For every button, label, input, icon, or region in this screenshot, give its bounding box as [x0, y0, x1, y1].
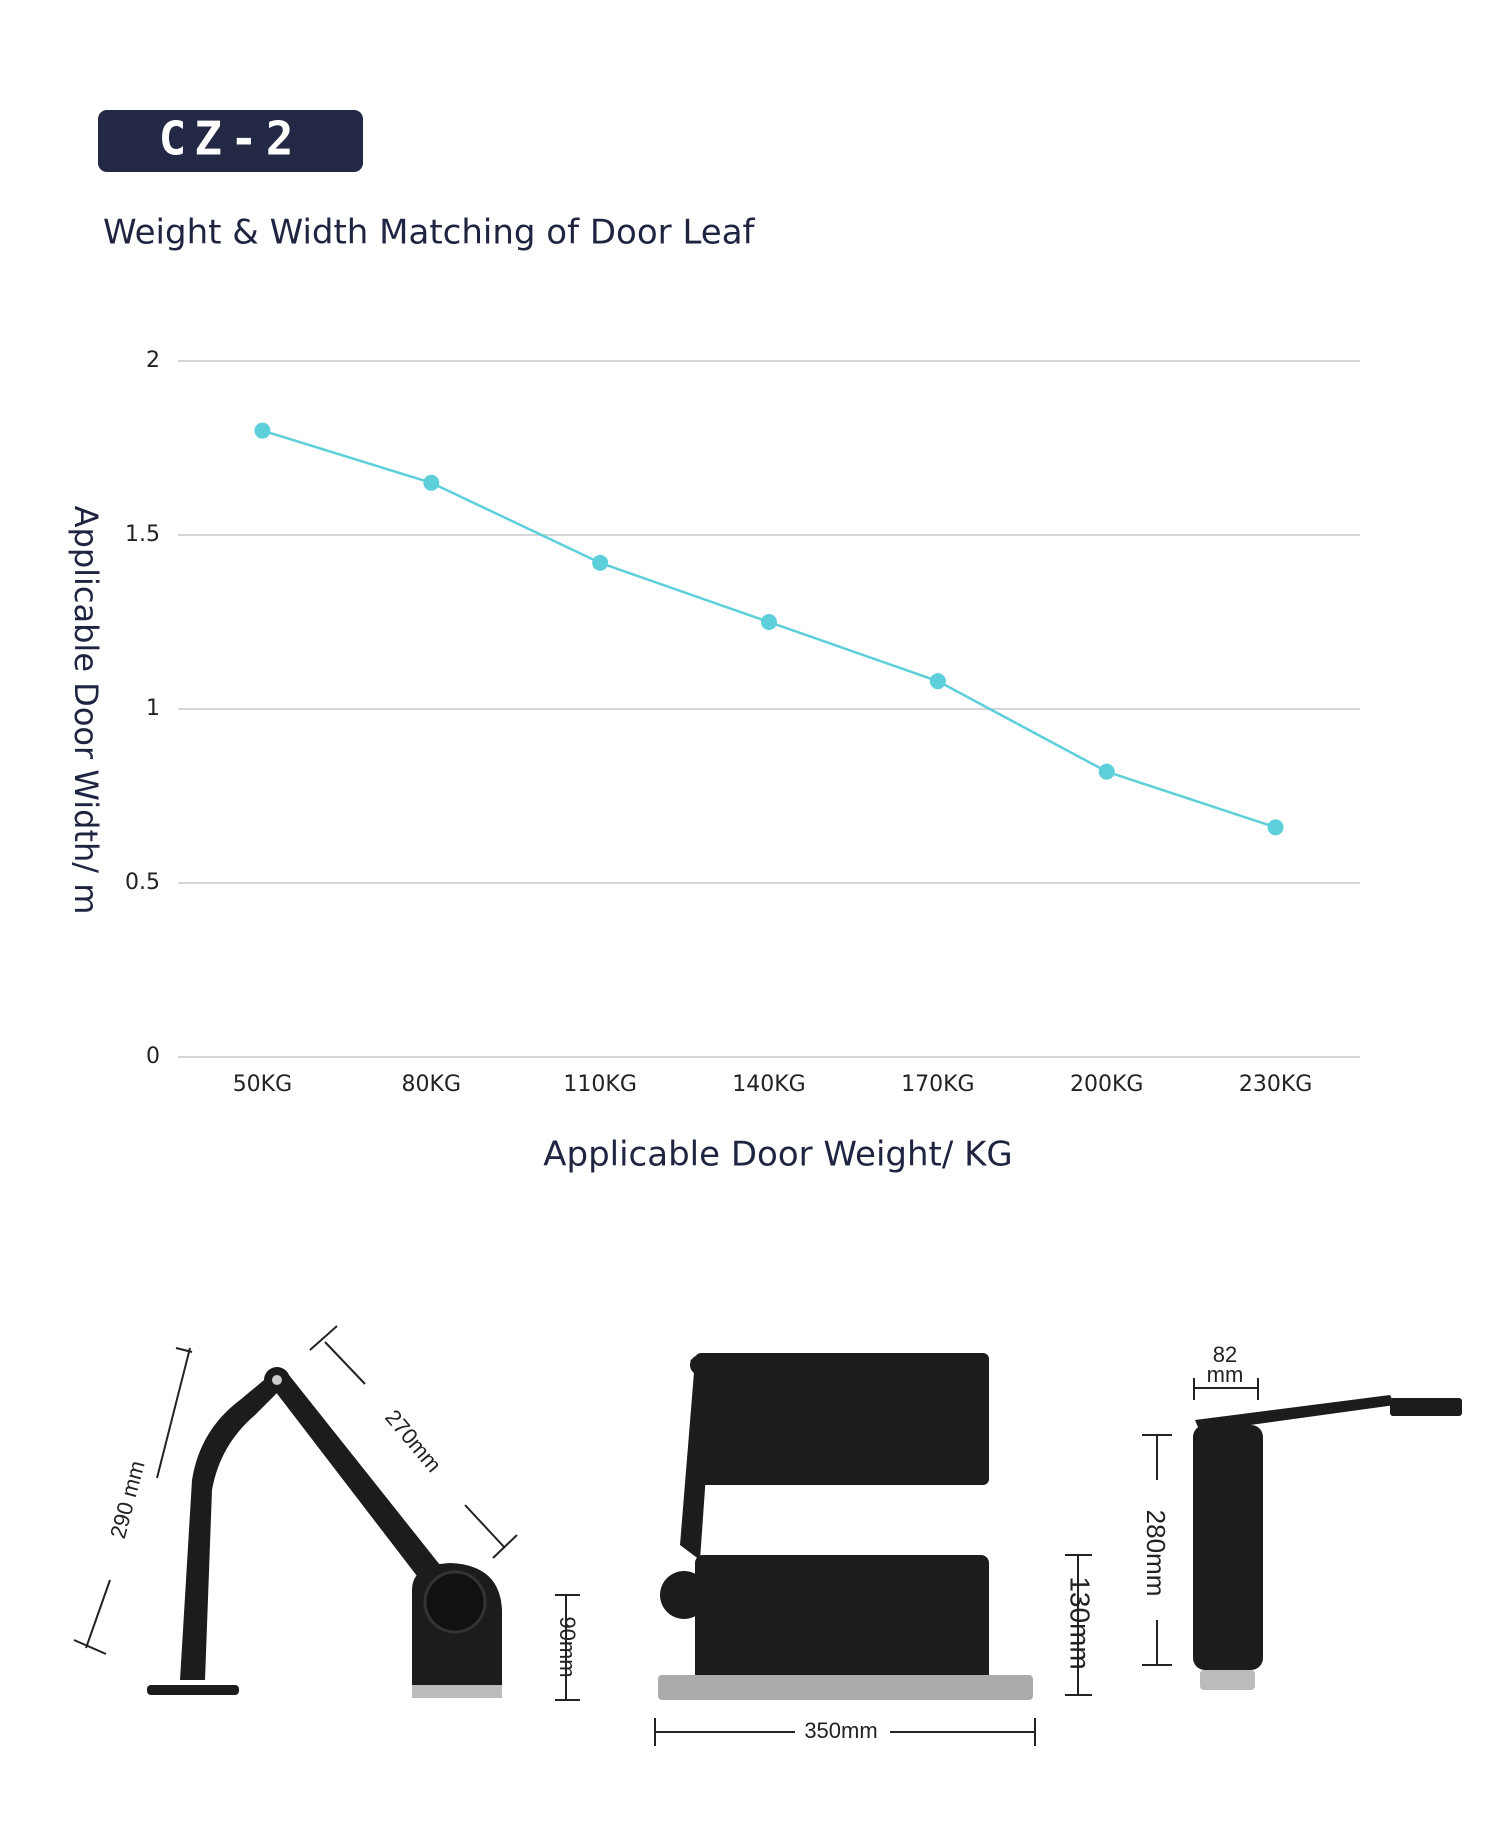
plot: 0 0.5 1 1.5 2 50KG 80KG 110KG 140KG 170KG 200KG 230… [125, 348, 1360, 1097]
y-tick-label: 0.5 [125, 870, 160, 895]
point [1098, 763, 1115, 780]
dim-label: 290 mm [105, 1458, 150, 1541]
dim-label: 270mm [380, 1405, 446, 1477]
x-tick-label: 230KG [1239, 1072, 1312, 1097]
point [761, 614, 777, 630]
body-drawing [654, 1353, 1092, 1746]
x-tick-label: 80KG [402, 1072, 461, 1097]
x-tick-label: 50KG [233, 1072, 292, 1097]
point [592, 554, 609, 571]
dim-label: 350mm [804, 1718, 877, 1743]
y-tick-label: 0 [146, 1044, 160, 1069]
dim-label: 130mm [1065, 1576, 1096, 1669]
point [929, 673, 946, 690]
x-axis-label: Applicable Door Weight/ KG [543, 1135, 1013, 1175]
y-tick-label: 1.5 [125, 522, 160, 547]
y-axis-label: Applicable Door Width/ m [67, 506, 105, 915]
y-tick-label: 2 [146, 348, 160, 373]
x-tick-label: 110KG [563, 1072, 636, 1097]
side-drawing [1142, 1378, 1462, 1690]
y-tick-label: 1 [146, 696, 160, 721]
badge-bg [98, 110, 363, 172]
x-tick-label: 170KG [901, 1072, 974, 1097]
point [1267, 819, 1284, 836]
dim-label: 90mm [555, 1616, 580, 1677]
badge: CZ-2 [159, 112, 302, 166]
point [254, 422, 271, 439]
dim-label: 82 [1213, 1342, 1237, 1367]
point [423, 474, 440, 491]
chart-title: Weight & Width Matching of Door Leaf [103, 213, 756, 253]
x-tick-label: 140KG [732, 1072, 805, 1097]
dim-label: 280mm [1141, 1510, 1171, 1597]
dim-label: mm [1207, 1362, 1244, 1387]
x-tick-label: 200KG [1070, 1072, 1143, 1097]
arm-drawing [73, 1325, 580, 1701]
